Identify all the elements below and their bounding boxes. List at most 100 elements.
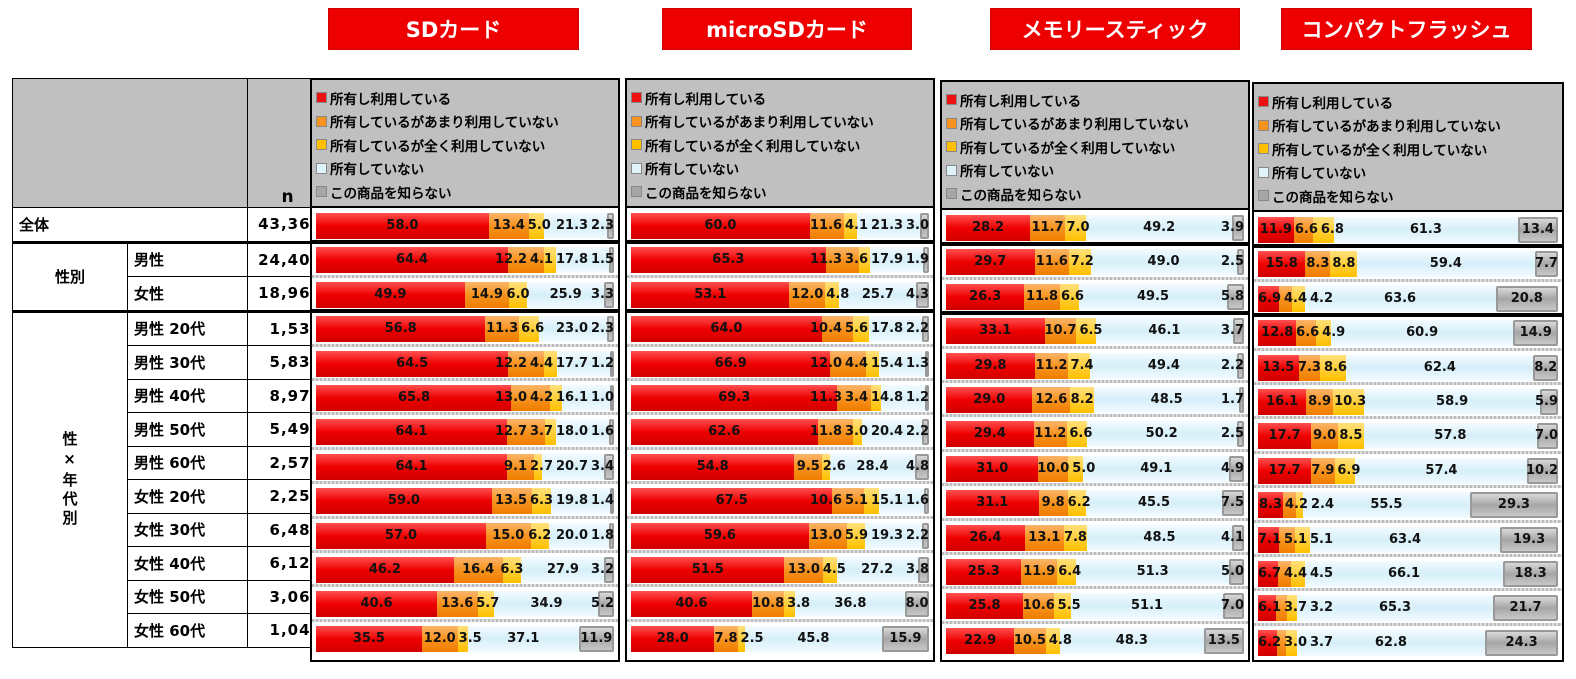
bar-segment-unknown [1229,559,1244,585]
data-label: 49.1 [1140,460,1173,476]
stacked-bar: 6.9 4.4 4.2 63.6 20.8 [1258,285,1558,312]
bar-segment-owned-never-used [1332,389,1364,415]
group-label: 性別 [12,240,128,312]
data-label: 56.8 [384,321,417,337]
bar-segment-unknown [1492,595,1558,622]
bar-segment-owned-used [631,385,838,411]
bar-segment-owned-never-used [847,522,865,549]
legend-swatch [1258,166,1269,178]
data-label: 20.8 [1510,290,1543,306]
bar-segment-owned-used [1258,423,1312,450]
bar-segment-owned-never-used [870,385,881,411]
bar-segment-owned-used [631,522,809,549]
legend-item: この商品を知らない [316,180,618,204]
stacked-bar: 12.8 6.6 4.9 60.9 14.9 [1258,320,1558,347]
chart-panel: 所有し利用している 所有しているがあまり利用していない 所有しているが全く利用してい… [1252,82,1564,662]
bar-segment-owned-used [946,490,1039,517]
data-label: 16.1 [1266,394,1299,409]
data-label: 10.6 [810,493,843,509]
data-label: 51.5 [691,562,724,577]
row-divider [942,242,1248,247]
data-label: 59.4 [1429,256,1462,272]
stacked-bar: 64.1 12.7 3.7 18.0 1.6 [316,419,615,446]
row-divider [942,414,1248,418]
bar-segment-owned-used [316,281,465,308]
bar-segment-owned-rarely-used [1282,492,1296,519]
stacked-bar: 56.8 11.3 6.6 23.0 2.3 [316,316,614,343]
data-label: 3.4 [845,390,869,405]
row-divider [627,515,933,519]
bar-segment-unknown [1226,283,1244,310]
bar-segment-owned-used [631,316,822,343]
data-label: 25.7 [861,286,894,302]
stacked-bar: 53.1 12.0 4.8 25.7 4.3 [631,281,929,308]
data-label: 11.6 [1035,254,1068,270]
stacked-bar: 7.1 5.1 5.1 63.4 19.3 [1258,526,1558,553]
data-label: 21.3 [871,218,904,233]
data-label: 17.9 [871,252,904,268]
data-label: 3.7 [1310,634,1334,650]
bar-segment-unknown [1503,561,1558,587]
data-label: 7.5 [1221,495,1245,511]
bar-segment-owned-never-used [1291,561,1305,587]
row-divider [1254,278,1562,282]
bar-segment-owned-rarely-used [1296,320,1317,347]
table-header-blank [12,78,248,208]
legend-item: 所有していない [946,159,1248,183]
bar-segment-owned-rarely-used [1038,490,1068,517]
bar-segment-not-owned [555,419,610,446]
data-label: 6.6 [1069,426,1093,442]
legend-label: 所有しているがあまり利用していない [330,115,559,132]
stacked-bar: 17.7 9.0 8.5 57.8 7.0 [1258,423,1558,450]
stacked-bar: 46.2 16.4 6.3 27.9 3.2 [316,557,614,583]
data-label: 7.2 [1070,254,1094,270]
data-label: 3.0 [1284,634,1308,650]
legend-item: 所有しているがあまり利用していない [1258,114,1562,138]
bar-segment-unknown [598,591,614,618]
bar-segment-unknown [905,591,929,618]
data-label: 4.4 [1284,566,1308,581]
bar-segment-not-owned [861,419,923,446]
data-label: 66.9 [714,355,747,371]
data-label: 61.3 [1409,222,1442,237]
bar-segment-unknown [608,522,614,549]
row-divider [1254,450,1562,454]
data-label: 1.2 [906,390,930,405]
data-label: 7.0 [1066,220,1090,235]
bar-segment-not-owned [745,625,882,652]
bar-segment-owned-never-used [866,350,880,377]
data-label: 7.1 [1258,531,1282,547]
data-label: 69.3 [718,390,751,405]
data-label: 2.6 [822,458,846,474]
data-label: 1.6 [591,424,615,440]
bar-segment-not-owned [526,281,605,308]
data-label: 19.3 [1513,531,1546,547]
bar-segment-owned-never-used [528,213,544,239]
stacked-bar: 29.4 11.2 6.6 50.2 2.5 [946,421,1244,448]
bar-segment-unknown [916,281,929,308]
data-label: 10.0 [1037,460,1070,476]
bar-segment-owned-rarely-used [488,213,529,239]
data-label: 48.3 [1115,632,1148,648]
stacked-bar: 17.7 7.9 6.9 57.4 10.2 [1258,457,1558,484]
data-label: 8.0 [905,596,929,612]
bar-segment-owned-never-used [852,419,862,446]
bar-segment-owned-used [946,215,1031,241]
row-divider [942,586,1248,590]
data-label: 4.8 [906,458,930,474]
bar-segment-owned-never-used [1330,251,1357,278]
data-label: 1.3 [906,355,930,371]
data-label: 11.9 [580,630,613,646]
bar-segment-not-owned [1296,595,1493,622]
data-label: 6.6 [1060,288,1084,304]
data-label: 4.1 [530,252,554,268]
bar-segment-owned-used [1258,526,1280,553]
bar-segment-owned-rarely-used [511,385,550,411]
bar-segment-owned-rarely-used [784,557,824,583]
data-label: 6.8 [1320,222,1344,237]
stacked-bar: 29.0 12.6 8.2 48.5 1.7 [946,387,1244,413]
bar-segment-owned-used [1258,629,1277,656]
legend-swatch [946,94,957,106]
data-label: 62.4 [1423,359,1456,375]
data-label: 4.8 [826,286,850,302]
